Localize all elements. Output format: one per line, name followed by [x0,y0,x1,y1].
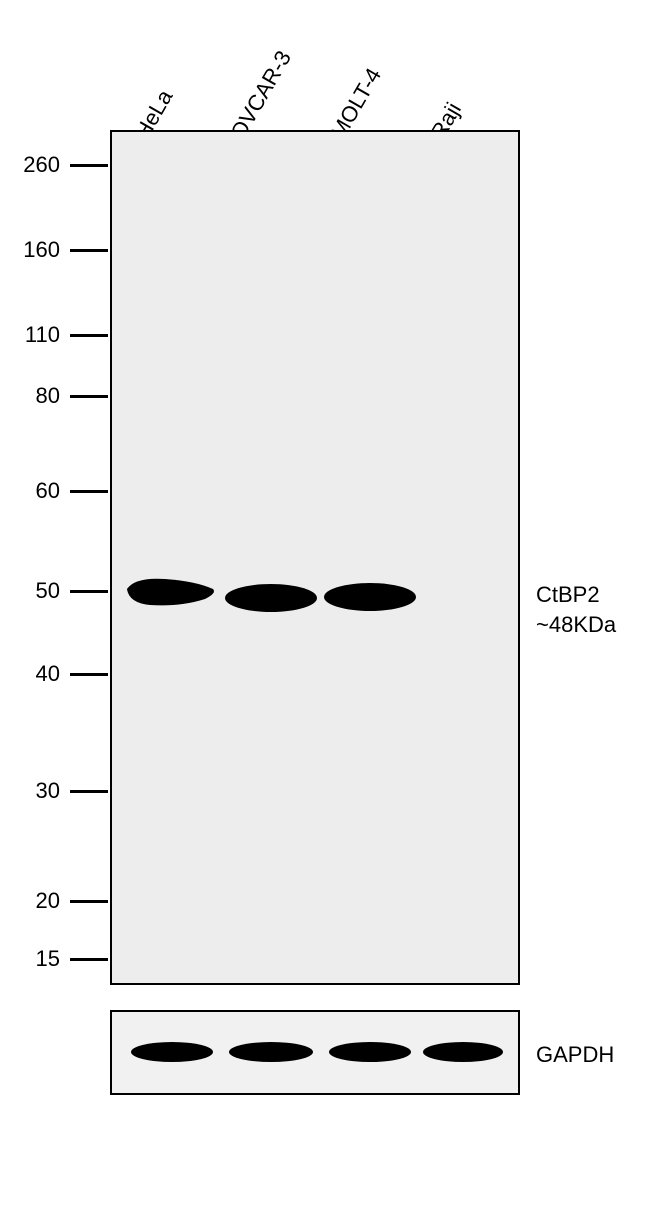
target-band-lane3 [322,580,420,616]
mw-tick [70,590,108,593]
mw-label: 15 [10,946,60,972]
mw-label: 60 [10,478,60,504]
mw-tick [70,958,108,961]
mw-tick [70,164,108,167]
mw-tick [70,673,108,676]
mw-tick [70,900,108,903]
main-blot-panel [110,130,520,985]
lane-label-text: OVCAR-3 [225,46,296,143]
mw-label: 20 [10,888,60,914]
target-band-lane2 [222,580,320,616]
mw-tick [70,249,108,252]
mw-label: 260 [10,152,60,178]
mw-tick [70,490,108,493]
mw-label: 30 [10,778,60,804]
target-annotation: CtBP2 ~48KDa [536,580,616,639]
loading-band-lane1 [128,1038,216,1066]
loading-band-lane3 [326,1038,414,1066]
mw-label: 80 [10,383,60,409]
loading-band-lane2 [226,1038,316,1066]
mw-tick [70,334,108,337]
target-band-lane1 [125,575,220,611]
loading-annotation: GAPDH [536,1040,614,1070]
mw-label: 160 [10,237,60,263]
target-mw: ~48KDa [536,612,616,637]
western-blot-figure: HeLa OVCAR-3 MOLT-4 Raji 260 160 110 80 … [0,0,650,1205]
mw-tick [70,395,108,398]
mw-label: 110 [10,322,60,348]
loading-band-lane4 [420,1038,506,1066]
mw-label: 40 [10,661,60,687]
target-name: CtBP2 [536,582,600,607]
mw-label: 50 [10,578,60,604]
loading-name: GAPDH [536,1042,614,1067]
mw-tick [70,790,108,793]
